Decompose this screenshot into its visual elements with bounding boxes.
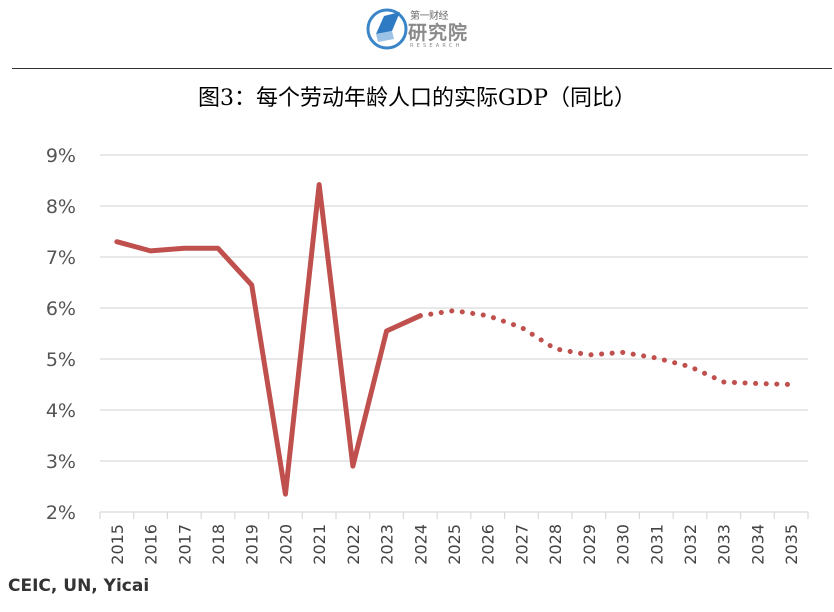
x-tick-label: 2029 bbox=[580, 524, 599, 565]
logo-main-text: 研究院 bbox=[408, 22, 469, 44]
x-tick-label: 2031 bbox=[647, 524, 666, 565]
x-tick-label: 2019 bbox=[243, 524, 262, 565]
y-tick-label: 2% bbox=[46, 502, 76, 524]
x-tick-label: 2018 bbox=[209, 524, 228, 565]
x-tick-label: 2025 bbox=[445, 524, 464, 565]
research-logo: 第一财经 研究院 RESEARCH bbox=[366, 4, 486, 54]
chart-title: 图3：每个劳动年龄人口的实际GDP（同比） bbox=[197, 86, 636, 111]
x-tick-label: 2032 bbox=[681, 524, 700, 565]
source-note: CEIC, UN, Yicai bbox=[8, 576, 150, 596]
forecast-line bbox=[417, 308, 794, 387]
header-divider bbox=[12, 68, 832, 69]
x-tick-label: 2035 bbox=[782, 524, 801, 565]
x-tick-label: 2034 bbox=[748, 524, 767, 565]
x-tick-label: 2015 bbox=[108, 524, 127, 565]
actual-line bbox=[114, 182, 423, 497]
logo-top-text: 第一财经 bbox=[410, 11, 449, 22]
y-tick-label: 9% bbox=[46, 145, 76, 167]
x-tick-label: 2027 bbox=[512, 524, 531, 565]
logo-sub-text: RESEARCH bbox=[410, 43, 463, 49]
logo-emblem-icon bbox=[366, 8, 408, 50]
x-tick-label: 2022 bbox=[344, 524, 363, 565]
x-tick-label: 2020 bbox=[276, 524, 295, 565]
x-tick-label: 2016 bbox=[142, 524, 161, 565]
x-tick-label: 2021 bbox=[310, 524, 329, 565]
x-tick-label: 2033 bbox=[715, 524, 734, 565]
x-tick-label: 2028 bbox=[546, 524, 565, 565]
y-tick-label: 6% bbox=[46, 298, 76, 320]
x-tick-label: 2017 bbox=[175, 524, 194, 565]
y-tick-label: 5% bbox=[46, 349, 76, 371]
y-tick-label: 3% bbox=[46, 451, 76, 473]
x-tick-label: 2024 bbox=[411, 524, 430, 565]
x-tick-label: 2023 bbox=[378, 524, 397, 565]
x-tick-label: 2026 bbox=[479, 524, 498, 565]
y-tick-label: 7% bbox=[46, 247, 76, 269]
y-tick-label: 4% bbox=[46, 400, 76, 422]
y-tick-label: 8% bbox=[46, 196, 76, 218]
x-tick-label: 2030 bbox=[614, 524, 633, 565]
